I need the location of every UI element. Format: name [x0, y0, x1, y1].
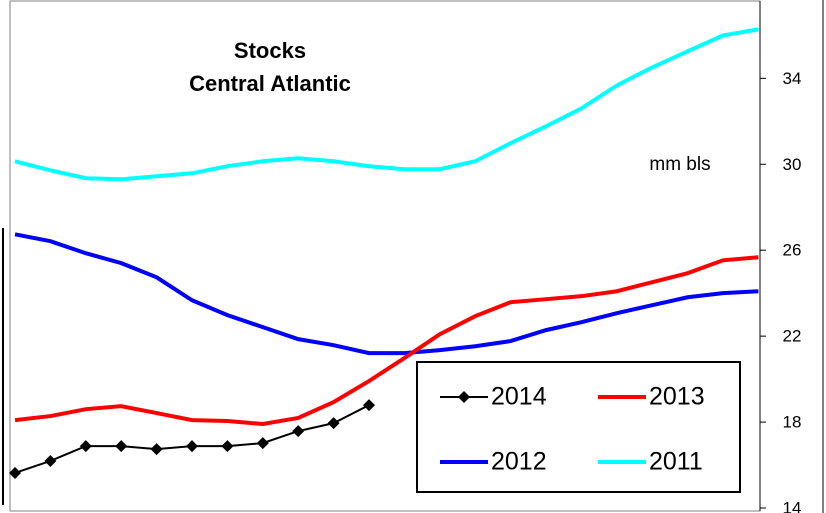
legend-marker: [458, 391, 470, 403]
axis-label: mm bls: [649, 154, 710, 175]
y-tick-label: 26: [783, 241, 802, 260]
legend-label: 2012: [491, 448, 547, 476]
legend-label: 2011: [649, 448, 703, 476]
legend-label: 2013: [649, 383, 705, 411]
series-line: [14, 255, 759, 427]
data-point: [186, 440, 198, 453]
y-tick-label: 30: [783, 155, 802, 174]
data-point: [115, 440, 128, 453]
y-tick-label: 22: [783, 327, 802, 346]
data-point: [256, 437, 269, 450]
series-line: [14, 27, 759, 182]
data-point: [327, 417, 340, 430]
data-point: [79, 440, 92, 453]
legend: [416, 361, 741, 493]
chart-title: Central Atlantic: [189, 71, 351, 96]
data-point: [9, 466, 21, 479]
legend-label: 2014: [491, 383, 547, 411]
data-point: [44, 454, 57, 467]
data-point: [221, 440, 234, 453]
data-point: [363, 399, 375, 412]
y-tick-label: 18: [783, 413, 802, 432]
series-line: [14, 232, 759, 356]
y-tick-label: 34: [783, 69, 802, 88]
y-tick-label: 14: [783, 498, 802, 513]
data-point: [150, 443, 163, 456]
chart-title: Stocks: [234, 38, 306, 63]
data-point: [292, 425, 305, 438]
